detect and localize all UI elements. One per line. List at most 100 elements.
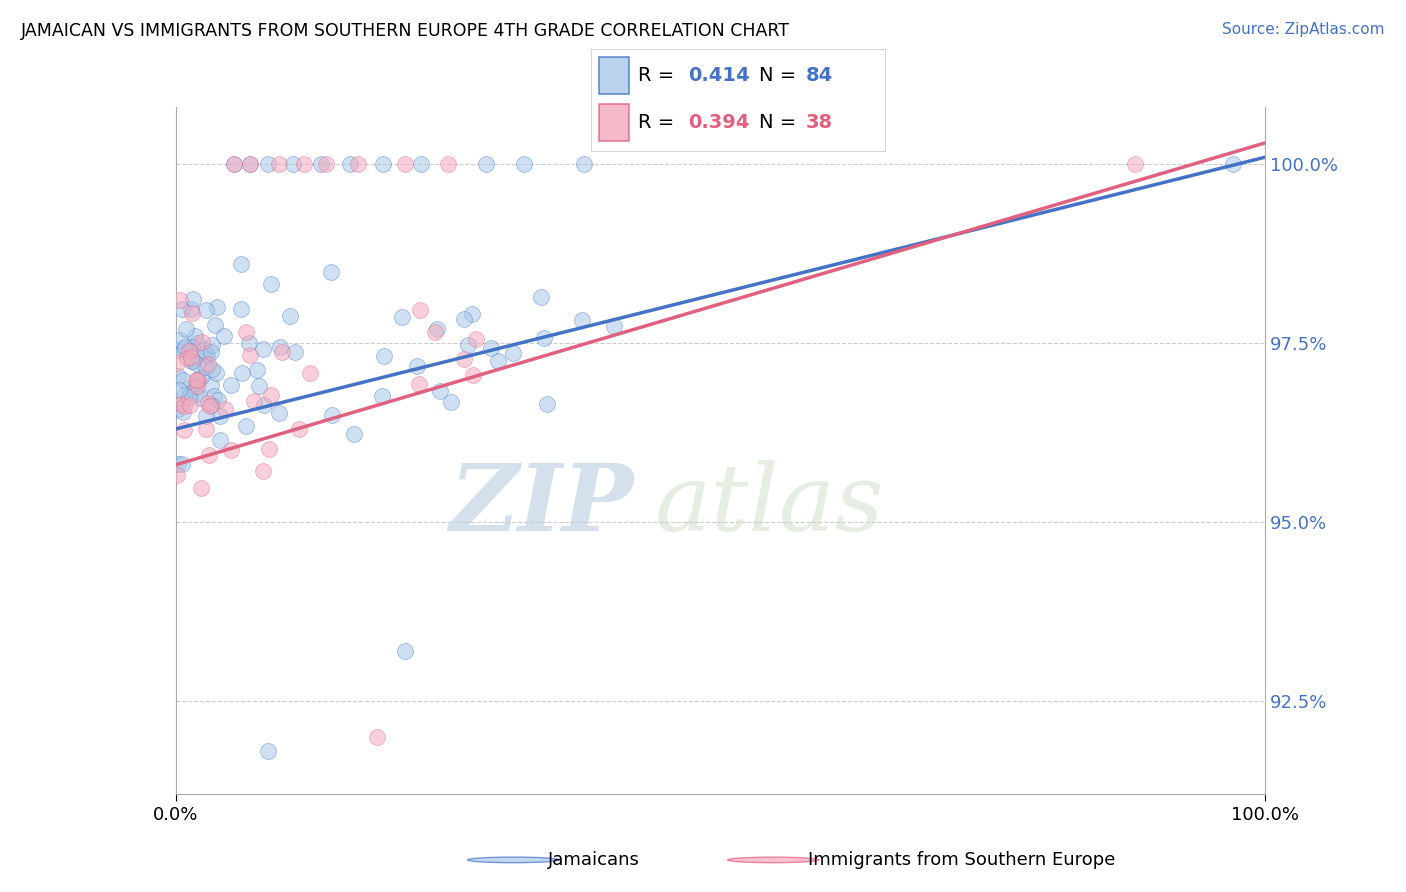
Point <box>187 374 209 388</box>
Point <box>194 302 217 317</box>
Text: ZIP: ZIP <box>449 460 633 550</box>
Point <box>292 157 315 171</box>
Point <box>172 457 194 471</box>
Point <box>198 399 221 413</box>
Point <box>284 345 307 359</box>
Point <box>179 398 201 412</box>
Point <box>479 341 502 355</box>
Point <box>194 409 217 424</box>
Point <box>486 353 509 368</box>
Point <box>180 301 202 316</box>
Point <box>461 368 484 382</box>
Point <box>242 393 264 408</box>
Point <box>174 386 197 401</box>
Point <box>181 354 204 368</box>
Point <box>269 340 291 354</box>
Point <box>252 464 274 478</box>
Point <box>193 343 215 357</box>
Point <box>257 157 280 171</box>
Point <box>271 344 294 359</box>
Point <box>253 398 276 412</box>
Point <box>231 366 253 380</box>
Point <box>425 325 447 339</box>
Point <box>603 318 626 333</box>
Point <box>190 370 212 384</box>
Point <box>177 390 200 404</box>
Point <box>172 302 194 317</box>
Point <box>1123 157 1146 171</box>
Point <box>204 318 226 333</box>
Point <box>247 379 270 393</box>
Point <box>536 397 558 411</box>
Point <box>195 350 218 364</box>
Point <box>214 402 236 417</box>
Point <box>309 157 332 171</box>
Point <box>190 391 212 405</box>
Text: 38: 38 <box>806 113 834 132</box>
Point <box>207 393 229 408</box>
Point <box>346 157 368 171</box>
Point <box>235 419 257 434</box>
Point <box>239 157 262 171</box>
Point <box>239 348 262 362</box>
Point <box>239 157 262 171</box>
Bar <box>599 57 628 95</box>
Point <box>453 351 475 366</box>
Point <box>166 457 188 471</box>
Text: R =: R = <box>638 66 673 86</box>
Point <box>180 306 202 320</box>
Point <box>238 335 260 350</box>
Point <box>201 338 224 352</box>
Point <box>181 292 204 306</box>
Point <box>177 343 200 358</box>
Point <box>183 380 205 394</box>
Point <box>186 336 208 351</box>
Circle shape <box>468 857 560 863</box>
Text: 84: 84 <box>806 66 834 86</box>
Point <box>475 157 498 171</box>
Point <box>208 434 231 448</box>
Point <box>176 351 198 366</box>
Point <box>321 408 343 422</box>
Point <box>197 396 219 410</box>
Point <box>170 397 193 411</box>
Point <box>205 300 228 314</box>
Point <box>409 157 432 171</box>
Point <box>315 157 337 171</box>
Point <box>453 311 475 326</box>
Point <box>173 340 195 354</box>
Point <box>180 350 202 364</box>
Point <box>257 744 280 758</box>
Point <box>408 302 430 317</box>
Point <box>186 373 208 387</box>
Point <box>173 423 195 437</box>
Point <box>460 307 482 321</box>
Point <box>426 322 449 336</box>
Point <box>172 404 194 418</box>
Point <box>229 257 252 271</box>
Point <box>205 366 228 380</box>
Point <box>212 329 235 343</box>
Point <box>571 312 593 326</box>
Point <box>278 309 301 323</box>
Point <box>177 381 200 395</box>
Point <box>183 329 205 343</box>
Point <box>457 337 479 351</box>
Point <box>298 366 321 380</box>
Text: Source: ZipAtlas.com: Source: ZipAtlas.com <box>1222 22 1385 37</box>
Point <box>406 359 429 373</box>
Point <box>371 389 394 403</box>
Point <box>257 442 280 456</box>
Point <box>200 345 222 359</box>
Point <box>169 334 191 348</box>
Point <box>339 157 361 171</box>
Point <box>201 361 224 376</box>
Point <box>181 340 204 354</box>
Point <box>184 386 207 401</box>
Point <box>408 377 430 392</box>
Point <box>394 157 416 171</box>
Point <box>194 422 217 436</box>
Point <box>200 398 222 412</box>
Point <box>1222 157 1244 171</box>
Point <box>191 334 214 349</box>
